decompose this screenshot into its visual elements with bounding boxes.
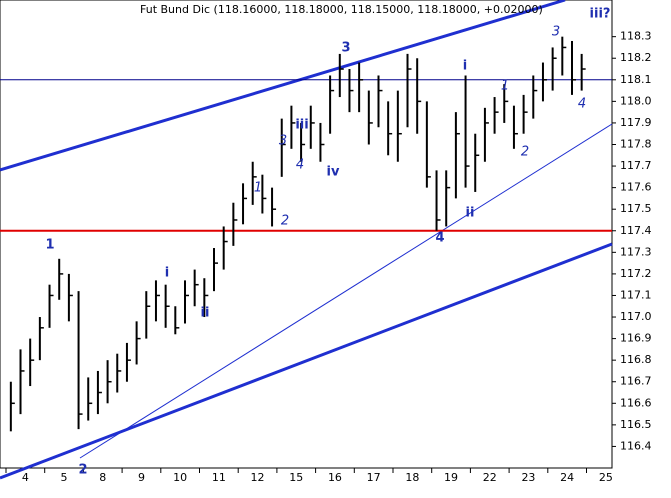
y-tick-label: 117.4 xyxy=(620,224,652,237)
x-tick-label: 24 xyxy=(560,471,574,484)
wave-label: 4 xyxy=(296,158,304,173)
wave-label: iv xyxy=(327,165,340,180)
wave-label: ii xyxy=(201,306,210,321)
y-tick-label: 118.1 xyxy=(620,73,652,86)
x-tick-label: 22 xyxy=(483,471,497,484)
y-tick-label: 116.6 xyxy=(620,396,652,409)
x-tick-label: 9 xyxy=(138,471,145,484)
wave-label: i xyxy=(463,59,467,74)
wave-label: iii? xyxy=(590,7,611,22)
y-tick-label: 118.2 xyxy=(620,51,652,64)
y-tick-label: 116.4 xyxy=(620,439,652,452)
y-tick-label: 116.8 xyxy=(620,353,652,366)
trend-line xyxy=(79,123,613,459)
wave-label: i xyxy=(165,266,169,281)
y-tick-label: 117.5 xyxy=(620,202,652,215)
trend-line xyxy=(0,0,566,172)
x-tick-label: 15 xyxy=(289,471,303,484)
x-tick-label: 16 xyxy=(328,471,342,484)
wave-label: 3 xyxy=(552,25,560,40)
y-tick-label: 117.7 xyxy=(620,159,652,172)
y-tick-label: 117.6 xyxy=(620,181,652,194)
plot-frame xyxy=(0,0,613,469)
y-tick-label: 117.8 xyxy=(620,137,652,150)
y-tick-label: 117.9 xyxy=(620,116,652,129)
wave-label: 1 xyxy=(45,238,54,253)
wave-label: iii xyxy=(295,118,308,133)
wave-label: ii xyxy=(466,206,475,221)
x-tick-label: 12 xyxy=(251,471,265,484)
wave-label: 2 xyxy=(78,463,87,478)
x-tick-label: 17 xyxy=(367,471,381,484)
x-tick-label: 4 xyxy=(22,471,29,484)
chart-title: Fut Bund Dic (118.16000, 118.18000, 118.… xyxy=(140,3,543,16)
x-tick-label: 8 xyxy=(99,471,106,484)
x-tick-label: 18 xyxy=(405,471,419,484)
wave-label: 2 xyxy=(281,214,289,229)
wave-label: 1 xyxy=(254,181,262,196)
y-tick-label: 117.3 xyxy=(620,245,652,258)
x-tick-label: 5 xyxy=(61,471,68,484)
y-tick-label: 116.9 xyxy=(620,332,652,345)
y-tick-label: 118.0 xyxy=(620,94,652,107)
y-tick-label: 117.0 xyxy=(620,310,652,323)
wave-label: 2 xyxy=(521,145,529,160)
y-tick-label: 118.3 xyxy=(620,30,652,43)
y-tick-label: 117.2 xyxy=(620,267,652,280)
x-tick-label: 11 xyxy=(212,471,226,484)
wave-label: 4 xyxy=(435,231,444,246)
wave-label: 3 xyxy=(279,134,287,149)
x-tick-label: 19 xyxy=(444,471,458,484)
y-tick-label: 116.5 xyxy=(620,418,652,431)
wave-label: 4 xyxy=(578,97,586,112)
y-tick-label: 116.7 xyxy=(620,375,652,388)
x-tick-label: 25 xyxy=(599,471,613,484)
y-tick-label: 117.1 xyxy=(620,288,652,301)
x-tick-label: 10 xyxy=(173,471,187,484)
wave-label: 3 xyxy=(341,41,350,56)
x-tick-label: 23 xyxy=(521,471,535,484)
wave-label: 1 xyxy=(501,79,509,94)
trend-line xyxy=(0,242,613,480)
